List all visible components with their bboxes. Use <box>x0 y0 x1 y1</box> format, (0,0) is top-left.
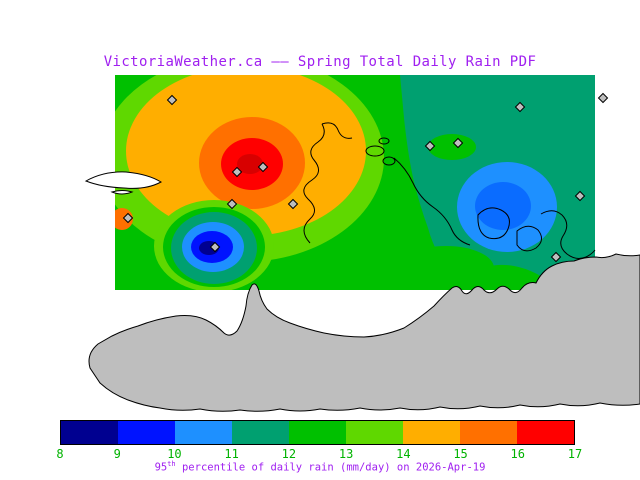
colorbar-tick-9: 9 <box>113 447 121 461</box>
coastline-channel <box>393 157 471 246</box>
colorbar-segment-8-9 <box>61 421 118 444</box>
island-outline <box>378 137 390 145</box>
colorbar-tick-12: 12 <box>281 447 297 461</box>
colorbar-segment-9-10 <box>118 421 175 444</box>
plot-title: VictoriaWeather.ca –– Spring Total Daily… <box>103 54 537 70</box>
colorbar-tick-17: 17 <box>567 447 583 461</box>
rain-field <box>115 75 595 290</box>
station-marker-1 <box>166 94 178 106</box>
coastline-victoria <box>303 123 325 244</box>
station-marker-2 <box>231 166 243 178</box>
colorbar-segment-15-16 <box>460 421 517 444</box>
colorbar-ticks: 8 9 10 11 12 13 14 15 16 17 <box>56 447 582 461</box>
contour-east-low-core <box>475 182 531 230</box>
colorbar-segment-14-15 <box>403 421 460 444</box>
island-outline <box>516 225 542 252</box>
colorbar-segment-16-17 <box>517 421 574 444</box>
island-outline <box>382 156 396 166</box>
colorbar-segment-12-13 <box>289 421 346 444</box>
landmass <box>88 253 640 412</box>
islet-west <box>110 190 134 195</box>
colorbar-tick-13: 13 <box>338 447 354 461</box>
colorbar-segment-13-14 <box>346 421 403 444</box>
contour-12-13-south-patch <box>398 246 494 290</box>
colorbar-tick-16: 16 <box>510 447 525 461</box>
island-outline <box>477 207 510 240</box>
caption-text: percentile of daily rain (mm/day) on 202… <box>175 461 486 474</box>
station-marker-4 <box>226 198 238 210</box>
contour-12-13-east-patch <box>428 134 476 160</box>
station-marker-6 <box>122 212 134 224</box>
station-marker-11 <box>574 190 586 202</box>
caption: 95th percentile of daily rain (mm/day) o… <box>0 460 640 474</box>
station-marker-12 <box>550 251 562 263</box>
colorbar <box>60 420 575 445</box>
station-marker-9 <box>452 137 464 149</box>
station-markers <box>122 92 609 263</box>
colorbar-segment-11-12 <box>232 421 289 444</box>
coastline-saanich <box>321 122 353 139</box>
coastlines <box>303 122 596 259</box>
station-marker-13 <box>597 92 609 104</box>
island-west <box>84 171 163 189</box>
colorbar-tick-8: 8 <box>56 447 64 461</box>
colorbar-tick-11: 11 <box>224 447 239 461</box>
colorbar-segments <box>61 421 574 444</box>
island-outline <box>365 145 385 157</box>
colorbar-tick-10: 10 <box>167 447 182 461</box>
station-marker-7 <box>209 241 221 253</box>
colorbar-segment-10-11 <box>175 421 232 444</box>
caption-number: 95 <box>154 461 168 474</box>
station-marker-10 <box>514 101 526 113</box>
caption-superscript: th <box>167 460 176 468</box>
coastline-east <box>540 210 596 259</box>
station-marker-8 <box>424 140 436 152</box>
station-marker-5 <box>287 198 299 210</box>
contour-max-core <box>237 154 263 174</box>
station-marker-3 <box>257 161 269 173</box>
colorbar-tick-15: 15 <box>453 447 468 461</box>
colorbar-tick-14: 14 <box>396 447 411 461</box>
